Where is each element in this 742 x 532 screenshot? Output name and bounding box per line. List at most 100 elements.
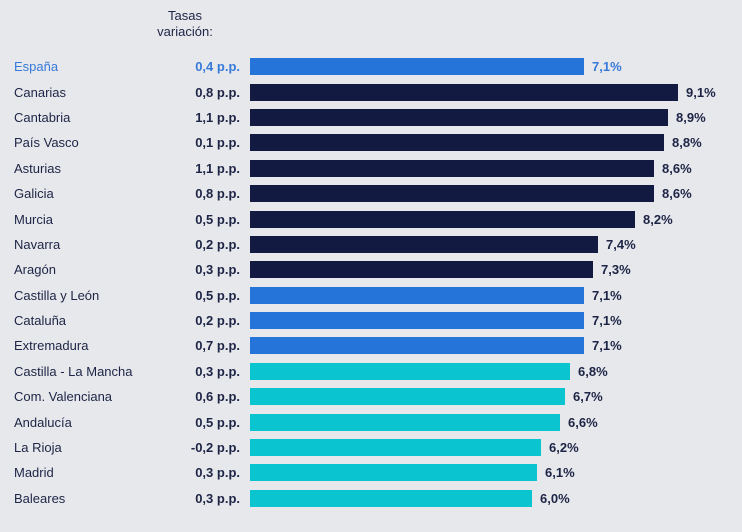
region-label: Canarias <box>14 84 67 100</box>
bar <box>250 235 598 253</box>
bar <box>250 286 584 304</box>
chart-row: Cantabria 1,1 p.p. 8,9% <box>14 105 740 130</box>
bar-value-label: 8,9% <box>676 109 706 125</box>
bar <box>250 362 570 380</box>
bar <box>250 210 635 228</box>
chart-row: Com. Valenciana 0,6 p.p. 6,7% <box>14 384 740 409</box>
bar <box>250 464 537 482</box>
bar-value-label: 8,8% <box>672 135 702 151</box>
pp-column-header-line2: variación: <box>157 24 213 39</box>
bar <box>250 312 584 330</box>
chart-row: Galicia 0,8 p.p. 8,6% <box>14 181 740 206</box>
bar-track: 6,0% <box>250 489 740 507</box>
bar-value-label: 7,1% <box>592 313 622 329</box>
bar <box>250 83 678 101</box>
bar <box>250 159 654 177</box>
pp-change-value: 0,4 p.p. <box>195 59 240 75</box>
pp-change-value: 0,5 p.p. <box>195 287 240 303</box>
pp-column-header-line1: Tasas <box>168 8 202 23</box>
region-label: La Rioja <box>14 440 62 456</box>
pp-change-value: 0,8 p.p. <box>195 186 240 202</box>
bar-track: 8,8% <box>250 134 740 152</box>
chart-row: Navarra 0,2 p.p. 7,4% <box>14 232 740 257</box>
bar-value-label: 7,1% <box>592 338 622 354</box>
pp-change-value: 0,3 p.p. <box>195 465 240 481</box>
region-label: Aragón <box>14 262 56 278</box>
bar <box>250 388 565 406</box>
bar-track: 8,9% <box>250 108 740 126</box>
bar-track: 8,2% <box>250 210 740 228</box>
chart-row: Aragón 0,3 p.p. 7,3% <box>14 257 740 282</box>
chart-row: Castilla - La Mancha 0,3 p.p. 6,8% <box>14 359 740 384</box>
bar <box>250 134 664 152</box>
pp-change-value: 0,2 p.p. <box>195 313 240 329</box>
bar-track: 7,1% <box>250 286 740 304</box>
bar <box>250 439 541 457</box>
bar-value-label: 8,6% <box>662 160 692 176</box>
chart-row: Cataluña 0,2 p.p. 7,1% <box>14 308 740 333</box>
bar-value-label: 6,8% <box>578 363 608 379</box>
bar-value-label: 6,6% <box>568 414 598 430</box>
region-label: Murcia <box>14 211 54 227</box>
bar-value-label: 6,2% <box>549 440 579 456</box>
bar-track: 7,3% <box>250 261 740 279</box>
bar-track: 6,7% <box>250 388 740 406</box>
chart-row: Murcia 0,5 p.p. 8,2% <box>14 206 740 231</box>
pp-change-value: 0,6 p.p. <box>195 389 240 405</box>
bar <box>250 413 560 431</box>
bar <box>250 337 584 355</box>
region-label: Navarra <box>14 236 61 252</box>
chart-row: País Vasco 0,1 p.p. 8,8% <box>14 130 740 155</box>
region-label: Castilla y León <box>14 287 100 303</box>
chart-row: Canarias 0,8 p.p. 9,1% <box>14 79 740 104</box>
region-label: Com. Valenciana <box>14 389 113 405</box>
bar-track: 7,1% <box>250 312 740 330</box>
pp-column-header: Tasas variación: <box>130 8 240 40</box>
chart-row: Madrid 0,3 p.p. 6,1% <box>14 460 740 485</box>
pp-change-value: 0,5 p.p. <box>195 211 240 227</box>
region-label: Andalucía <box>14 414 72 430</box>
bar <box>250 261 593 279</box>
bar-value-label: 6,7% <box>573 389 603 405</box>
bar-value-label: 7,1% <box>592 287 622 303</box>
chart-row: Asturias 1,1 p.p. 8,6% <box>14 156 740 181</box>
chart-row: Baleares 0,3 p.p. 6,0% <box>14 486 740 511</box>
chart-row: Andalucía 0,5 p.p. 6,6% <box>14 409 740 434</box>
region-label: Galicia <box>14 186 54 202</box>
bar-value-label: 7,4% <box>606 236 636 252</box>
bar-track: 6,2% <box>250 439 740 457</box>
bar-track: 6,6% <box>250 413 740 431</box>
bar <box>250 185 654 203</box>
pp-change-value: 0,7 p.p. <box>195 338 240 354</box>
bar-value-label: 9,1% <box>686 84 716 100</box>
pp-change-value: 0,3 p.p. <box>195 363 240 379</box>
chart-rows: España 0,4 p.p. 7,1% Canarias 0,8 p.p. 9… <box>14 54 740 511</box>
bar-track: 8,6% <box>250 185 740 203</box>
pp-change-value: 0,2 p.p. <box>195 236 240 252</box>
bar-track: 6,1% <box>250 464 740 482</box>
pp-change-value: 0,3 p.p. <box>195 490 240 506</box>
region-label: Asturias <box>14 160 61 176</box>
bar <box>250 489 532 507</box>
chart-row: Castilla y León 0,5 p.p. 7,1% <box>14 283 740 308</box>
bar-value-label: 8,2% <box>643 211 673 227</box>
region-label: Baleares <box>14 490 66 506</box>
region-label: España <box>14 59 59 75</box>
bar-track: 7,1% <box>250 58 740 76</box>
region-label: Cataluña <box>14 313 67 329</box>
bar-track: 7,1% <box>250 337 740 355</box>
bar-track: 6,8% <box>250 362 740 380</box>
bar-track: 8,6% <box>250 159 740 177</box>
pp-change-value: 0,3 p.p. <box>195 262 240 278</box>
pp-change-value: 0,5 p.p. <box>195 414 240 430</box>
region-label: Extremadura <box>14 338 89 354</box>
chart-row: La Rioja -0,2 p.p. 6,2% <box>14 435 740 460</box>
pp-change-value: 0,1 p.p. <box>195 135 240 151</box>
bar-value-label: 8,6% <box>662 186 692 202</box>
pp-change-value: 1,1 p.p. <box>195 109 240 125</box>
pp-change-value: 0,8 p.p. <box>195 84 240 100</box>
bar <box>250 58 584 76</box>
chart-row: Extremadura 0,7 p.p. 7,1% <box>14 333 740 358</box>
region-label: País Vasco <box>14 135 79 151</box>
